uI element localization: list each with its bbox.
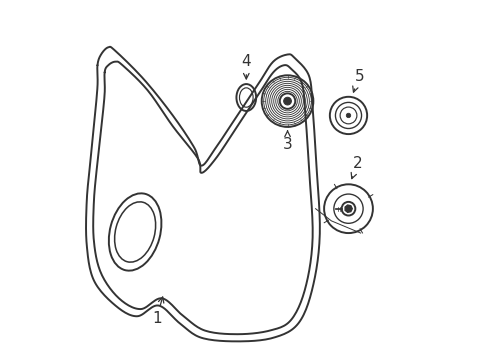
Text: 2: 2 — [350, 156, 362, 179]
Circle shape — [283, 97, 291, 105]
Circle shape — [346, 113, 350, 118]
Polygon shape — [345, 205, 351, 212]
Text: 5: 5 — [352, 68, 364, 92]
Text: 1: 1 — [151, 297, 163, 325]
Text: 4: 4 — [241, 54, 251, 79]
Text: 3: 3 — [282, 131, 292, 152]
